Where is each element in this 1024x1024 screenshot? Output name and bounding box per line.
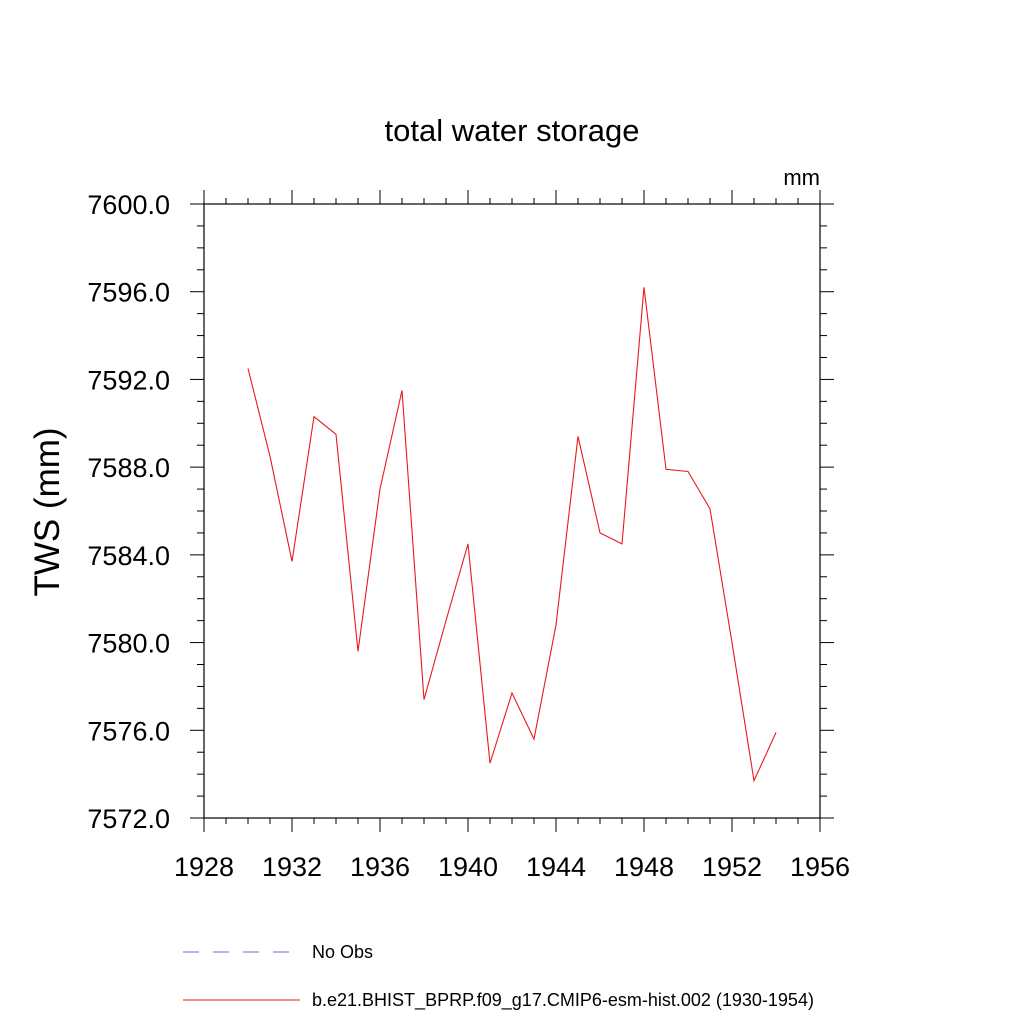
y-tick-label: 7572.0 <box>87 804 170 834</box>
y-tick-label: 7600.0 <box>87 190 170 220</box>
y-tick-label: 7592.0 <box>87 365 170 395</box>
x-tick-label: 1936 <box>350 852 410 882</box>
x-tick-label: 1944 <box>526 852 586 882</box>
y-tick-labels: 7572.0 7576.0 7580.0 7584.0 7588.0 7592.0 7596… <box>87 190 170 834</box>
legend-label: b.e21.BHIST_BPRP.f09_g17.CMIP6-esm-hist.… <box>312 990 814 1011</box>
y-tick-label: 7596.0 <box>87 278 170 308</box>
axis-ticks <box>190 190 834 832</box>
legend: No Obs b.e21.BHIST_BPRP.f09_g17.CMIP6-esm… <box>183 942 814 1011</box>
x-tick-label: 1956 <box>790 852 850 882</box>
y-tick-label: 7588.0 <box>87 453 170 483</box>
chart-title: total water storage <box>384 113 639 148</box>
legend-label: No Obs <box>312 942 373 962</box>
x-tick-label: 1940 <box>438 852 498 882</box>
series-line <box>247 287 777 783</box>
series-layer <box>247 287 777 783</box>
x-tick-label: 1932 <box>262 852 322 882</box>
y-tick-label: 7584.0 <box>87 541 170 571</box>
y-tick-label: 7576.0 <box>87 716 170 746</box>
y-axis-label: TWS (mm) <box>28 427 67 596</box>
y-tick-label: 7580.0 <box>87 629 170 659</box>
units-label: mm <box>783 165 820 190</box>
plot-frame <box>203 203 821 819</box>
x-tick-label: 1952 <box>702 852 762 882</box>
x-tick-label: 1948 <box>614 852 674 882</box>
x-tick-label: 1928 <box>174 852 234 882</box>
x-tick-labels: 1928 1932 1936 1940 1944 1948 1952 1956 <box>174 852 850 882</box>
